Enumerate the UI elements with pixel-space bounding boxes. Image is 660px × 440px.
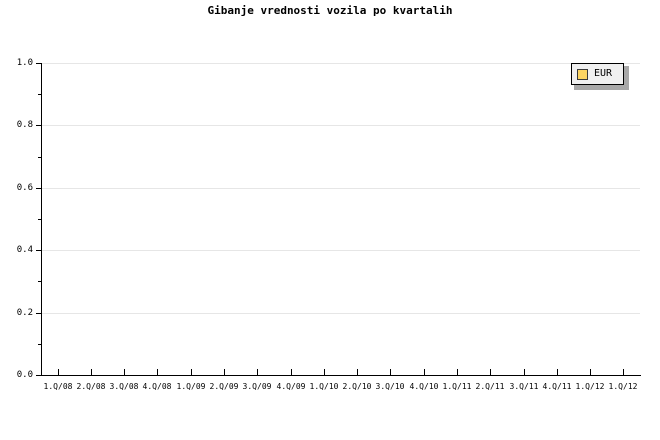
- y-axis-label: 0.8: [16, 120, 33, 130]
- plot-area: [41, 63, 640, 376]
- x-axis-tick: [291, 369, 292, 376]
- x-axis-label: 1.Q/09: [176, 382, 206, 391]
- x-axis-tick: [557, 369, 558, 376]
- x-axis-tick: [390, 369, 391, 376]
- y-axis-tick-minor: [38, 281, 42, 282]
- x-axis-label: 4.Q/08: [142, 382, 172, 391]
- x-axis-tick: [357, 369, 358, 376]
- y-axis-tick-major: [36, 313, 42, 314]
- x-axis-label: 4.Q/09: [276, 382, 306, 391]
- chart-title: Gibanje vrednosti vozila po kvartalih: [207, 4, 453, 17]
- x-axis-label: 1.Q/08: [43, 382, 73, 391]
- gridline: [41, 250, 640, 251]
- y-axis-label: 0.6: [16, 183, 33, 193]
- legend-label-eur: EUR: [594, 68, 613, 79]
- x-axis-label: 1.Q/11: [442, 382, 472, 391]
- y-axis-tick-minor: [38, 157, 42, 158]
- y-axis-tick-major: [36, 125, 42, 126]
- x-axis-tick: [590, 369, 591, 376]
- gridline: [41, 125, 640, 126]
- x-axis-label: 1.Q/10: [309, 382, 339, 391]
- gridline: [41, 63, 640, 64]
- x-axis-label: 4.Q/10: [409, 382, 439, 391]
- x-axis-label: 3.Q/08: [109, 382, 139, 391]
- gridline: [41, 188, 640, 189]
- x-axis-tick: [58, 369, 59, 376]
- x-axis-label: 2.Q/09: [209, 382, 239, 391]
- legend-swatch-eur-icon: [577, 68, 588, 80]
- x-axis-tick: [324, 369, 325, 376]
- x-axis-tick: [457, 369, 458, 376]
- x-axis-tick: [257, 369, 258, 376]
- y-axis-tick-major: [36, 375, 42, 376]
- x-axis-tick: [424, 369, 425, 376]
- x-axis-tick: [524, 369, 525, 376]
- y-axis-tick-minor: [38, 344, 42, 345]
- y-axis-tick-major: [36, 250, 42, 251]
- x-axis-label: 3.Q/11: [509, 382, 539, 391]
- y-axis-label: 0.2: [16, 308, 33, 318]
- x-axis-label: 3.Q/10: [375, 382, 405, 391]
- gridline: [41, 313, 640, 314]
- x-axis-label: 2.Q/08: [76, 382, 106, 391]
- y-axis-label: 0.4: [16, 245, 33, 255]
- x-axis-tick: [157, 369, 158, 376]
- y-axis-tick-minor: [38, 94, 42, 95]
- x-axis-tick: [124, 369, 125, 376]
- x-axis-label: 4.Q/11: [542, 382, 572, 391]
- x-axis-label: 2.Q/11: [475, 382, 505, 391]
- x-axis-tick: [224, 369, 225, 376]
- x-axis-tick: [91, 369, 92, 376]
- x-axis-tick: [490, 369, 491, 376]
- x-axis-label: 1.Q/12: [575, 382, 605, 391]
- x-axis-label: 2.Q/10: [342, 382, 372, 391]
- y-axis-tick-major: [36, 188, 42, 189]
- x-axis-tick: [191, 369, 192, 376]
- y-axis-label: 0.0: [16, 370, 33, 380]
- y-axis-tick-minor: [38, 219, 42, 220]
- x-axis-label: 3.Q/09: [242, 382, 272, 391]
- x-axis-tick: [623, 369, 624, 376]
- legend-box[interactable]: EUR: [571, 63, 624, 85]
- x-axis-label: 1.Q/12: [608, 382, 638, 391]
- y-axis-label: 1.0: [16, 58, 33, 68]
- x-axis-line: [41, 375, 641, 376]
- y-axis-tick-major: [36, 63, 42, 64]
